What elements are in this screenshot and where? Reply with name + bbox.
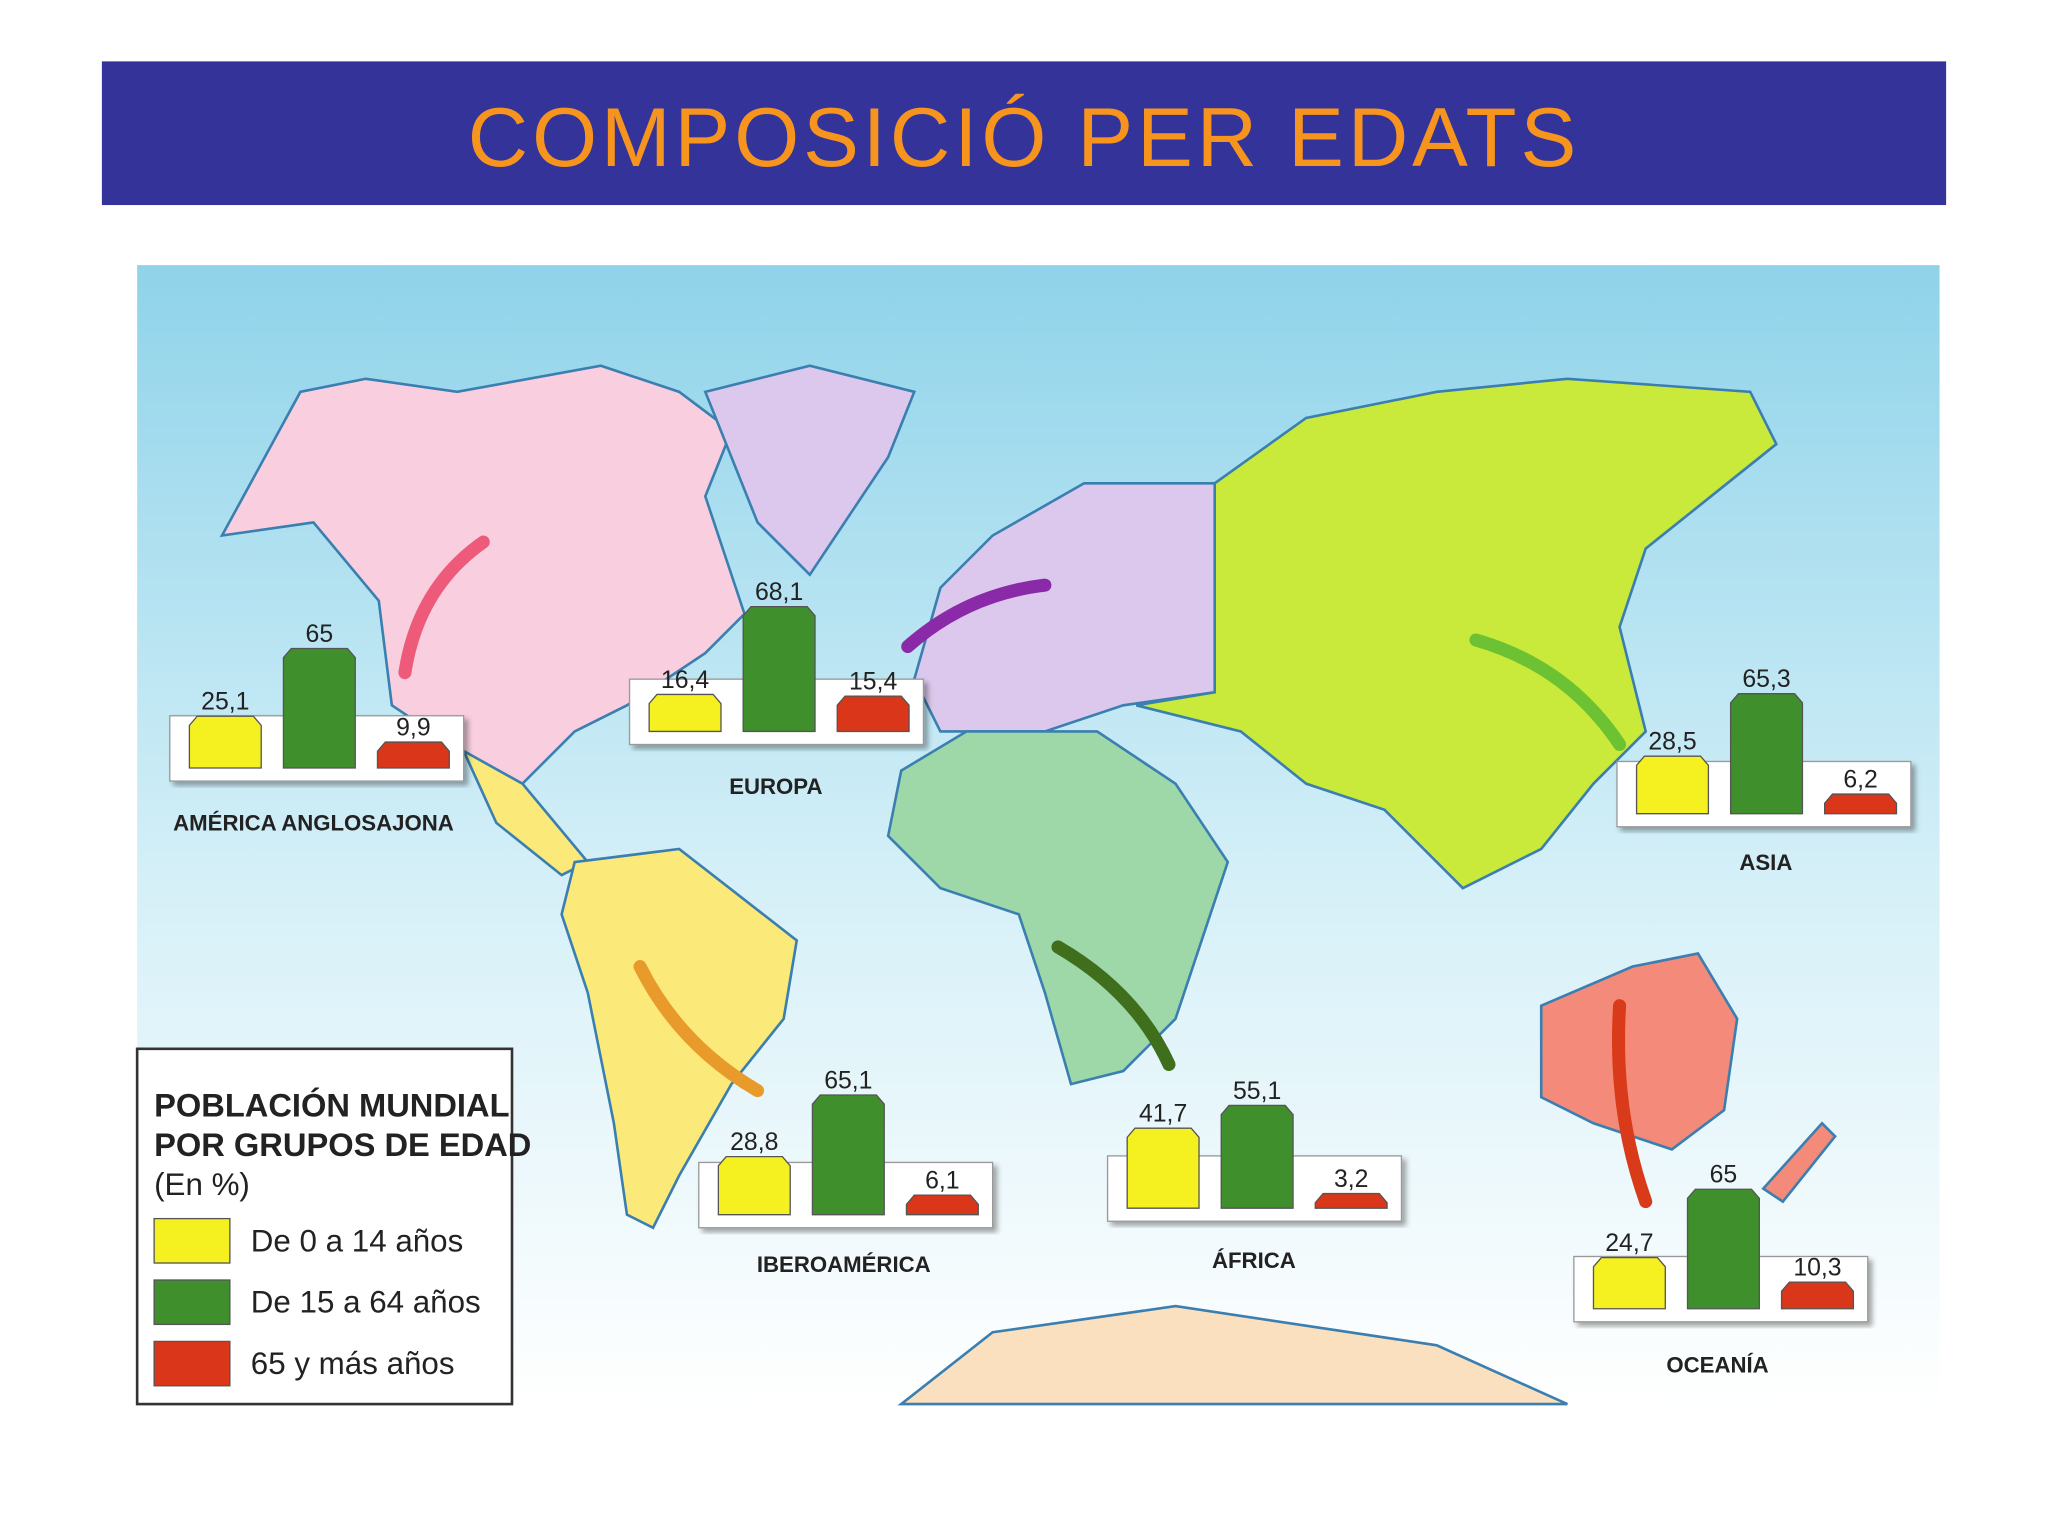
bar (188, 715, 262, 769)
bar (1780, 1281, 1855, 1310)
value-label: 10,3 (1793, 1255, 1841, 1282)
value-label: 25,1 (201, 689, 249, 716)
bar (1686, 1188, 1760, 1310)
value-label: 15,4 (849, 669, 897, 696)
legend-label: De 0 a 14 años (251, 1223, 464, 1258)
bar (376, 741, 450, 769)
new-zealand (1761, 1121, 1837, 1204)
legend-swatch (153, 1279, 231, 1326)
legend-label: De 15 a 64 años (251, 1285, 481, 1320)
region-name: AMÉRICA ANGLOSAJONA (173, 811, 454, 836)
arrows (398, 535, 1653, 1209)
australia (1539, 952, 1739, 1151)
bar (1729, 693, 1804, 815)
antarctica (897, 1304, 1568, 1406)
value-label: 6,2 (1843, 767, 1877, 794)
arrow (1469, 633, 1627, 752)
value-label: 16,4 (661, 667, 709, 694)
legend: POBLACIÓN MUNDIAL POR GRUPOS DE EDAD (En… (135, 1047, 531, 1406)
bar (648, 693, 722, 733)
bar (282, 647, 356, 769)
bar (1314, 1192, 1388, 1209)
bar (1220, 1104, 1294, 1209)
arrow (1612, 999, 1653, 1209)
arrow (901, 578, 1052, 654)
region-name: OCEANÍA (1666, 1353, 1768, 1378)
region-chart: 28,5 65,3 6,2 ASIA (1616, 666, 1912, 875)
title: COMPOSICIÓ PER EDATS (468, 90, 1580, 184)
region-chart: 25,1 65 9,9 AMÉRICA ANGLOSAJONA (169, 621, 465, 836)
arrow (1051, 940, 1176, 1072)
arrow (633, 959, 765, 1098)
legend-title: POBLACIÓN MUNDIAL (154, 1087, 509, 1124)
bar (1126, 1127, 1200, 1209)
region-name: IBEROAMÉRICA (757, 1252, 931, 1277)
region-name: ASIA (1739, 850, 1792, 875)
north-america (219, 364, 746, 786)
legend-swatch (153, 1217, 231, 1264)
value-label: 6,1 (925, 1168, 959, 1195)
region-chart: 41,7 55,1 3,2 ÁFRICA (1106, 1078, 1403, 1273)
bar (1823, 793, 1898, 815)
value-label: 3,2 (1334, 1166, 1368, 1193)
region-name: EUROPA (729, 774, 822, 799)
region-chart: 16,4 68,1 15,4 EUROPA (628, 579, 925, 799)
legend-title: POR GRUPOS DE EDAD (154, 1126, 531, 1163)
title-bar (101, 61, 1947, 206)
bar (836, 695, 910, 733)
arrow (398, 535, 490, 680)
value-label: 41,7 (1139, 1101, 1187, 1128)
bar (1592, 1256, 1666, 1310)
value-label: 55,1 (1233, 1078, 1281, 1105)
legend-swatch (153, 1340, 231, 1387)
value-label: 65 (1710, 1162, 1738, 1189)
bar (742, 606, 816, 733)
value-label: 24,7 (1605, 1230, 1653, 1257)
south-america (560, 847, 799, 1230)
region-chart: 24,7 65 10,3 OCEANÍA (1573, 1162, 1869, 1378)
bar (811, 1094, 885, 1216)
region-chart: 28,8 65,1 6,1 IBEROAMÉRICA (698, 1067, 994, 1277)
greenland (703, 364, 917, 577)
value-label: 65,1 (824, 1067, 872, 1094)
region-name: ÁFRICA (1212, 1248, 1296, 1273)
value-label: 65 (306, 621, 334, 648)
value-label: 9,9 (396, 715, 430, 742)
bar (1635, 755, 1710, 815)
bar (905, 1194, 979, 1216)
bar (717, 1155, 791, 1216)
value-label: 68,1 (755, 579, 803, 606)
value-label: 65,3 (1742, 666, 1790, 693)
value-label: 28,5 (1648, 729, 1696, 756)
value-label: 28,8 (730, 1129, 778, 1156)
legend-label: 65 y más años (251, 1346, 455, 1381)
legend-subtitle: (En %) (154, 1167, 250, 1202)
africa (886, 730, 1230, 1086)
